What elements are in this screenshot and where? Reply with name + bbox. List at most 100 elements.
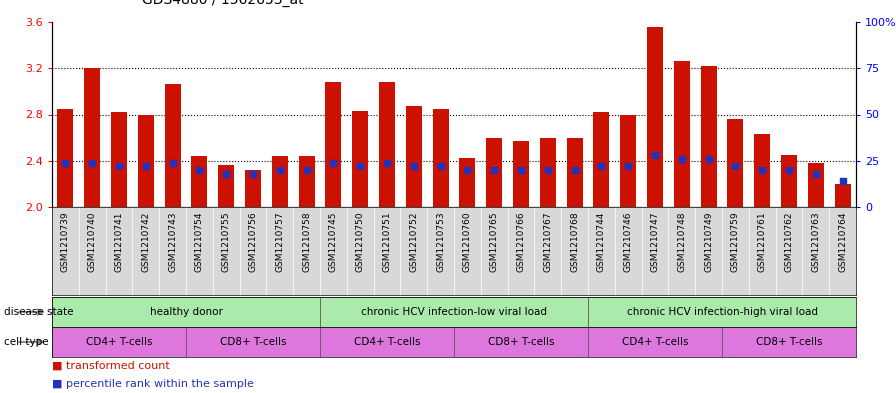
Point	[112, 163, 126, 169]
Text: GSM1210757: GSM1210757	[275, 211, 284, 272]
Bar	[245, 170, 261, 207]
Point	[567, 167, 582, 173]
Bar	[218, 165, 234, 207]
Text: GSM1210764: GSM1210764	[838, 211, 847, 272]
Point	[461, 167, 475, 173]
Point	[139, 163, 153, 169]
Text: disease state: disease state	[4, 307, 74, 317]
Bar	[701, 66, 717, 207]
Text: healthy donor: healthy donor	[150, 307, 222, 317]
Bar	[84, 68, 100, 207]
Bar	[298, 156, 314, 207]
Bar	[454, 327, 588, 357]
Text: GSM1210739: GSM1210739	[61, 211, 70, 272]
Bar	[728, 119, 744, 207]
Point	[380, 160, 394, 166]
Point	[58, 160, 73, 166]
Text: GSM1210740: GSM1210740	[88, 211, 97, 272]
Text: CD4+ T-cells: CD4+ T-cells	[86, 337, 152, 347]
Bar	[406, 107, 422, 207]
Bar	[111, 112, 127, 207]
Text: GSM1210750: GSM1210750	[356, 211, 365, 272]
Bar	[320, 327, 454, 357]
Point	[299, 167, 314, 173]
Text: GSM1210759: GSM1210759	[731, 211, 740, 272]
Text: CD4+ T-cells: CD4+ T-cells	[622, 337, 688, 347]
Point	[246, 171, 260, 177]
Bar	[754, 134, 771, 207]
Point	[755, 167, 770, 173]
Bar	[539, 138, 556, 207]
Bar	[722, 327, 856, 357]
Text: cell type: cell type	[4, 337, 49, 347]
Text: GSM1210754: GSM1210754	[195, 211, 204, 272]
Bar	[271, 156, 288, 207]
Point	[272, 167, 287, 173]
Point	[782, 167, 797, 173]
Text: chronic HCV infection-low viral load: chronic HCV infection-low viral load	[361, 307, 547, 317]
Text: GSM1210766: GSM1210766	[516, 211, 525, 272]
Point	[835, 178, 849, 184]
Text: CD8+ T-cells: CD8+ T-cells	[487, 337, 555, 347]
Bar	[620, 114, 636, 207]
Bar	[57, 109, 73, 207]
Bar	[588, 327, 722, 357]
Bar	[674, 61, 690, 207]
Point	[353, 163, 367, 169]
Point	[702, 156, 716, 162]
Point	[728, 163, 743, 169]
Bar	[513, 141, 529, 207]
Point	[85, 160, 99, 166]
Point	[594, 163, 608, 169]
Point	[540, 167, 555, 173]
Text: GSM1210751: GSM1210751	[383, 211, 392, 272]
Point	[808, 171, 823, 177]
Point	[193, 167, 207, 173]
Text: GSM1210752: GSM1210752	[409, 211, 418, 272]
Text: GSM1210753: GSM1210753	[436, 211, 445, 272]
Text: GSM1210742: GSM1210742	[142, 211, 151, 272]
Point	[219, 171, 233, 177]
Text: GSM1210755: GSM1210755	[221, 211, 230, 272]
Bar	[352, 111, 368, 207]
Point	[434, 163, 448, 169]
Bar	[186, 327, 320, 357]
Bar	[487, 138, 503, 207]
Text: GSM1210760: GSM1210760	[463, 211, 472, 272]
Bar	[588, 297, 856, 327]
Text: GSM1210747: GSM1210747	[650, 211, 659, 272]
Text: GSM1210767: GSM1210767	[543, 211, 552, 272]
Text: CD8+ T-cells: CD8+ T-cells	[220, 337, 286, 347]
Bar	[781, 155, 797, 207]
Text: GSM1210762: GSM1210762	[785, 211, 794, 272]
Text: GSM1210763: GSM1210763	[811, 211, 821, 272]
Text: GSM1210748: GSM1210748	[677, 211, 686, 272]
Text: ■ transformed count: ■ transformed count	[52, 361, 169, 371]
Text: GDS4880 / 1562653_at: GDS4880 / 1562653_at	[142, 0, 303, 7]
Text: GSM1210749: GSM1210749	[704, 211, 713, 272]
Bar	[52, 327, 186, 357]
Text: GSM1210765: GSM1210765	[490, 211, 499, 272]
Point	[487, 167, 502, 173]
Text: GSM1210761: GSM1210761	[758, 211, 767, 272]
Text: GSM1210743: GSM1210743	[168, 211, 177, 272]
Bar	[460, 158, 476, 207]
Text: GSM1210744: GSM1210744	[597, 211, 606, 272]
Text: GSM1210745: GSM1210745	[329, 211, 338, 272]
Bar	[593, 112, 609, 207]
Bar	[647, 27, 663, 207]
Point	[326, 160, 340, 166]
Bar	[566, 138, 582, 207]
Text: GSM1210746: GSM1210746	[624, 211, 633, 272]
Text: ■ percentile rank within the sample: ■ percentile rank within the sample	[52, 379, 254, 389]
Bar	[379, 82, 395, 207]
Point	[513, 167, 528, 173]
Text: GSM1210758: GSM1210758	[302, 211, 311, 272]
Bar	[52, 297, 320, 327]
Text: GSM1210768: GSM1210768	[570, 211, 579, 272]
Point	[675, 156, 689, 162]
Text: GSM1210741: GSM1210741	[115, 211, 124, 272]
Text: GSM1210756: GSM1210756	[248, 211, 257, 272]
Text: CD8+ T-cells: CD8+ T-cells	[755, 337, 823, 347]
Point	[648, 152, 662, 158]
